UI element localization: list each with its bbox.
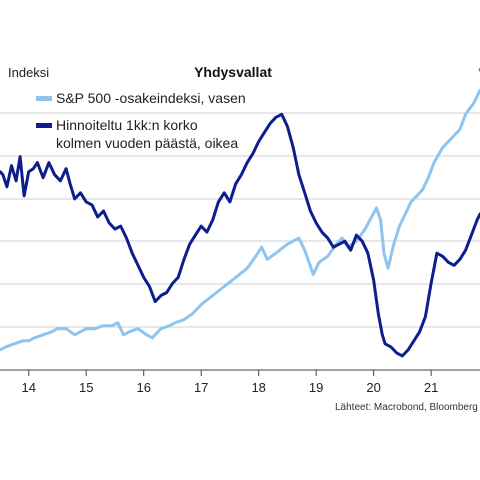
legend-label: Hinnoiteltu 1kk:n korko (56, 117, 198, 133)
x-tick-label: 20 (366, 380, 380, 395)
right-axis-unit-fragment: ° (478, 65, 480, 80)
x-tick-label: 15 (79, 380, 93, 395)
left-axis-label: Indeksi (8, 65, 49, 80)
chart-title: Yhdysvallat (194, 64, 272, 80)
x-tick-label: 21 (424, 380, 438, 395)
series-line-sp500 (0, 88, 480, 352)
legend-swatch (36, 96, 52, 101)
series-line-rate (0, 112, 480, 358)
legend-label: S&P 500 -osakeindeksi, vasen (56, 90, 246, 106)
x-tick-label: 17 (194, 380, 208, 395)
x-tick-label: 14 (22, 380, 36, 395)
legend-swatch (36, 123, 52, 128)
x-axis: 14 15 16 17 18 19 20 21 (22, 370, 438, 395)
x-tick-label: 18 (251, 380, 265, 395)
source-note: Lähteet: Macrobond, Bloomberg j (335, 402, 480, 413)
legend: S&P 500 -osakeindeksi, vasen Hinnoiteltu … (36, 90, 246, 151)
series-lines (0, 88, 480, 358)
x-tick-label: 19 (309, 380, 323, 395)
x-tick-label: 16 (136, 380, 150, 395)
grid (0, 112, 480, 328)
legend-label: kolmen vuoden päästä, oikea (56, 135, 238, 151)
